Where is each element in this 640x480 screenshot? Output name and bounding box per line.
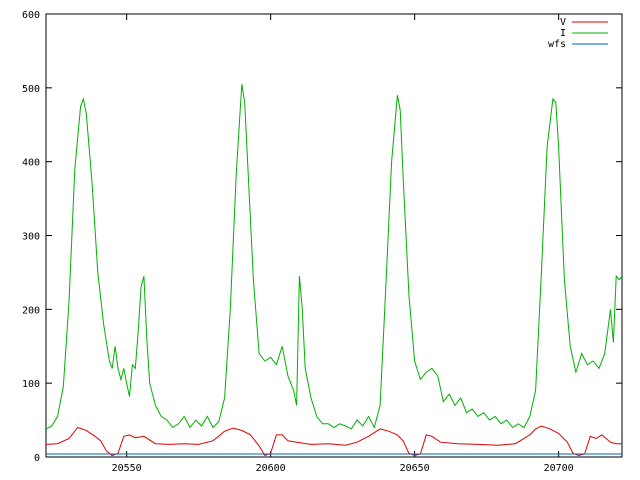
legend-label-V: V bbox=[560, 17, 566, 28]
x-tick-label: 20600 bbox=[256, 463, 286, 474]
y-tick-label: 200 bbox=[22, 305, 40, 316]
y-tick-label: 100 bbox=[22, 379, 40, 390]
series-line-V bbox=[45, 425, 622, 457]
x-tick-label: 20650 bbox=[400, 463, 430, 474]
y-tick-label: 0 bbox=[34, 453, 40, 464]
x-tick-label: 20550 bbox=[112, 463, 142, 474]
x-tick-label: 20700 bbox=[544, 463, 574, 474]
y-tick-label: 600 bbox=[22, 10, 40, 21]
series-layer bbox=[45, 84, 623, 457]
y-tick-label: 500 bbox=[22, 84, 40, 95]
y-tick-label: 300 bbox=[22, 232, 40, 243]
legend-label-wfs: wfs bbox=[548, 39, 566, 50]
legend-label-I: I bbox=[560, 28, 566, 39]
y-tick-label: 400 bbox=[22, 158, 40, 169]
series-line-I bbox=[45, 84, 623, 430]
